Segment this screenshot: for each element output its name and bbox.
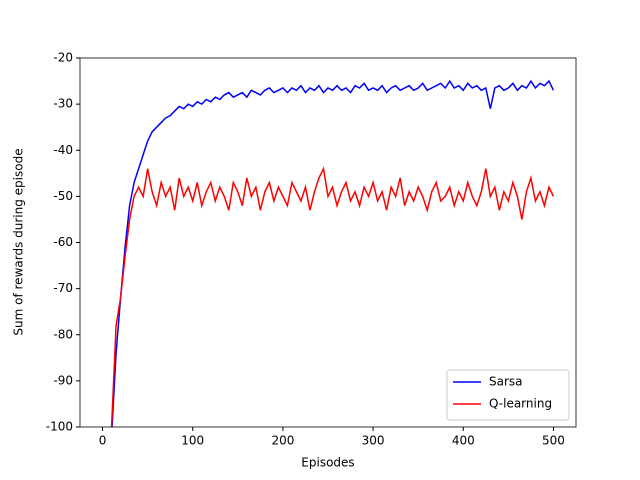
y-tick-label: -20 — [53, 51, 73, 65]
x-tick-label: 100 — [181, 434, 204, 448]
x-tick-label: 200 — [271, 434, 294, 448]
y-axis-label: Sum of rewards during episode — [12, 148, 26, 335]
x-tick-label: 500 — [542, 434, 565, 448]
y-tick-label: -70 — [53, 281, 73, 295]
y-tick-label: -90 — [53, 373, 73, 387]
plot-frame — [79, 57, 577, 428]
legend: Sarsa Q-learning — [446, 369, 570, 421]
y-tick-label: -30 — [53, 97, 73, 111]
series-line — [110, 166, 555, 427]
x-tick-label: 0 — [99, 434, 107, 448]
x-axis-label: Episodes — [301, 456, 354, 470]
y-tick-label: -60 — [53, 235, 73, 249]
x-tick-label: 400 — [452, 434, 475, 448]
x-tick-label: 300 — [362, 434, 385, 448]
legend-label: Sarsa — [489, 375, 523, 389]
y-tick-label: -100 — [46, 420, 73, 434]
series-line — [111, 79, 555, 427]
y-tick-label: -40 — [53, 143, 73, 157]
y-tick-label: -50 — [53, 189, 73, 203]
legend-label: Q-learning — [489, 397, 552, 411]
y-tick-label: -80 — [53, 327, 73, 341]
